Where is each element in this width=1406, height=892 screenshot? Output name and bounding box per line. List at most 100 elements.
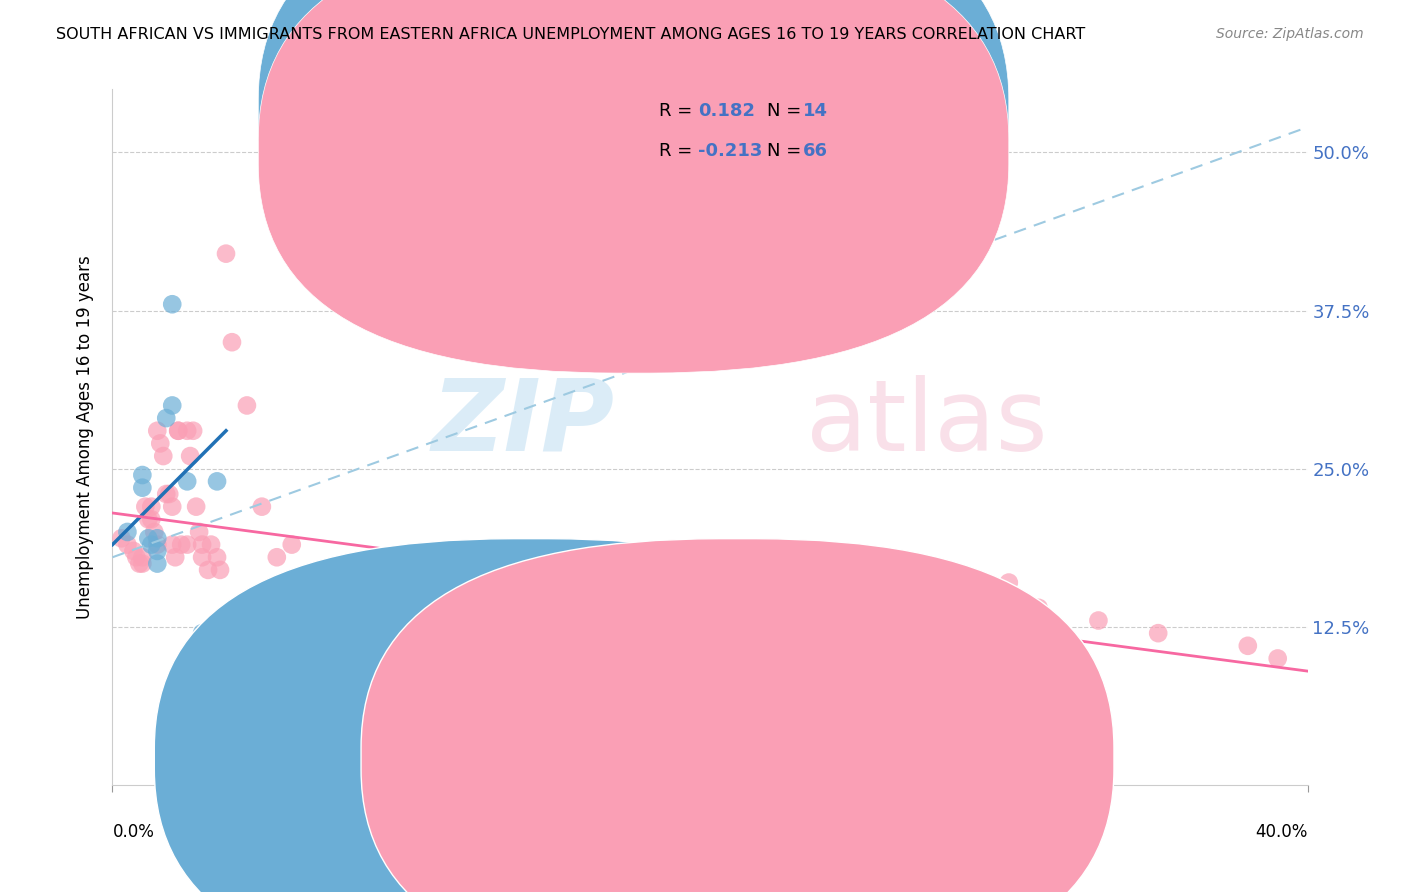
Point — [181, 424, 204, 438]
Point — [460, 651, 482, 665]
Point — [128, 557, 150, 571]
Point — [401, 639, 423, 653]
Text: 66: 66 — [803, 142, 828, 161]
Point — [146, 544, 169, 558]
Point — [165, 550, 187, 565]
Point — [141, 500, 163, 514]
Point — [266, 550, 288, 565]
Point — [155, 487, 177, 501]
Point — [134, 500, 156, 514]
Point — [125, 550, 148, 565]
Point — [191, 550, 214, 565]
Point — [186, 500, 208, 514]
Text: 0.0%: 0.0% — [112, 823, 155, 841]
Point — [146, 557, 169, 571]
Point — [143, 524, 166, 539]
Point — [131, 557, 153, 571]
Point — [998, 575, 1021, 590]
FancyBboxPatch shape — [596, 87, 938, 183]
Point — [209, 563, 232, 577]
Point — [138, 531, 160, 545]
Text: R =: R = — [658, 102, 697, 120]
Point — [146, 424, 169, 438]
Point — [191, 626, 214, 640]
Text: ZIP: ZIP — [432, 375, 614, 472]
Text: R =: R = — [658, 142, 697, 161]
Point — [640, 727, 662, 741]
Point — [179, 449, 201, 463]
Point — [155, 411, 177, 425]
Point — [146, 538, 169, 552]
Point — [149, 436, 172, 450]
Point — [311, 677, 333, 691]
Point — [138, 512, 160, 526]
Text: 14: 14 — [803, 102, 828, 120]
Text: -0.213: -0.213 — [699, 142, 762, 161]
Point — [197, 563, 219, 577]
Text: 0.182: 0.182 — [699, 102, 755, 120]
Point — [250, 500, 273, 514]
Point — [188, 524, 211, 539]
Point — [550, 677, 572, 691]
Point — [110, 531, 132, 545]
Point — [1237, 639, 1260, 653]
Point — [117, 538, 139, 552]
Point — [162, 399, 183, 413]
Point — [221, 335, 243, 350]
Point — [122, 544, 145, 558]
Point — [205, 550, 228, 565]
Point — [162, 538, 183, 552]
Point — [1087, 614, 1109, 628]
Point — [1028, 600, 1050, 615]
Point — [215, 246, 238, 260]
Point — [1147, 626, 1170, 640]
FancyBboxPatch shape — [259, 0, 1010, 373]
Point — [848, 575, 870, 590]
Point — [157, 487, 180, 501]
Point — [520, 702, 543, 716]
FancyBboxPatch shape — [361, 539, 1114, 892]
Point — [152, 449, 174, 463]
Point — [162, 297, 183, 311]
Point — [117, 524, 139, 539]
Text: SOUTH AFRICAN VS IMMIGRANTS FROM EASTERN AFRICA UNEMPLOYMENT AMONG AGES 16 TO 19: SOUTH AFRICAN VS IMMIGRANTS FROM EASTERN… — [56, 27, 1085, 42]
Text: atlas: atlas — [806, 375, 1047, 472]
Point — [141, 538, 163, 552]
Point — [489, 690, 512, 704]
Point — [176, 538, 198, 552]
Point — [131, 481, 153, 495]
Point — [146, 531, 169, 545]
Text: 40.0%: 40.0% — [1256, 823, 1308, 841]
Text: N =: N = — [768, 142, 807, 161]
Point — [699, 739, 721, 754]
Point — [131, 468, 153, 483]
Text: N =: N = — [768, 102, 807, 120]
Point — [1267, 651, 1289, 665]
Y-axis label: Unemployment Among Ages 16 to 19 years: Unemployment Among Ages 16 to 19 years — [76, 255, 94, 619]
Point — [340, 690, 363, 704]
Text: Source: ZipAtlas.com: Source: ZipAtlas.com — [1216, 27, 1364, 41]
Point — [176, 424, 198, 438]
Point — [200, 538, 222, 552]
Point — [236, 399, 259, 413]
Point — [176, 475, 198, 489]
Point — [281, 538, 304, 552]
Point — [131, 550, 153, 565]
Point — [162, 500, 183, 514]
Point — [938, 614, 960, 628]
Point — [370, 690, 392, 704]
Point — [579, 664, 602, 678]
FancyBboxPatch shape — [259, 0, 1010, 333]
Point — [759, 753, 782, 767]
FancyBboxPatch shape — [155, 539, 907, 892]
Point — [401, 651, 423, 665]
Point — [167, 424, 190, 438]
Point — [205, 475, 228, 489]
Point — [879, 600, 901, 615]
Text: South Africans: South Africans — [557, 748, 678, 767]
Point — [170, 538, 193, 552]
Text: Immigrants from Eastern Africa: Immigrants from Eastern Africa — [763, 748, 1024, 767]
Point — [191, 538, 214, 552]
Point — [295, 664, 318, 678]
Point — [141, 512, 163, 526]
